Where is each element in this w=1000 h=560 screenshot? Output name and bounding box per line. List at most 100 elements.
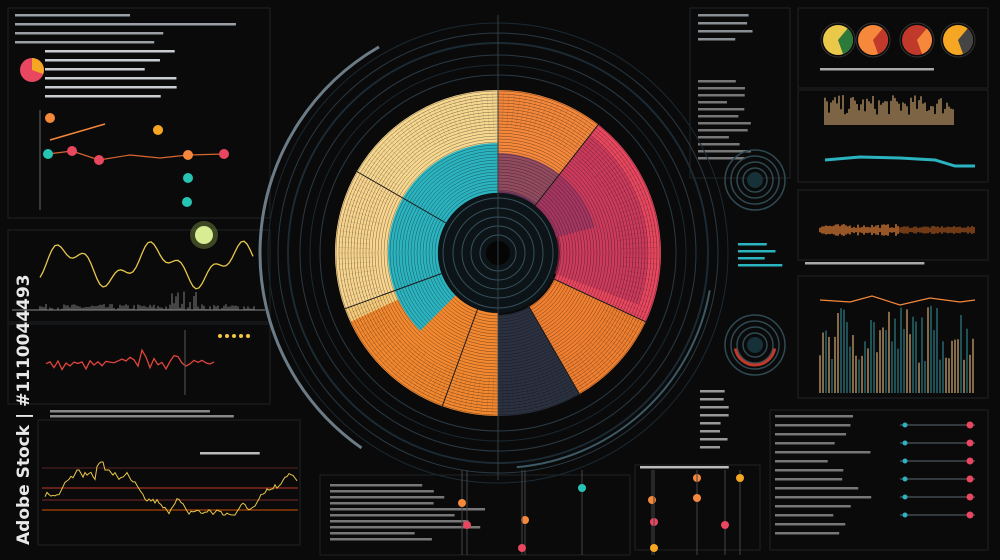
hatch xyxy=(610,293,649,309)
hatch xyxy=(340,224,374,232)
text-line xyxy=(45,95,161,98)
pie-ring xyxy=(855,22,891,58)
text-line xyxy=(775,442,835,445)
text-line xyxy=(775,460,828,463)
gauge-ring xyxy=(724,314,786,376)
dot xyxy=(45,113,55,123)
panel xyxy=(319,474,631,556)
hatch xyxy=(338,241,371,245)
text-line xyxy=(330,532,415,535)
pie-slice xyxy=(958,28,973,55)
dot xyxy=(648,496,656,504)
slider-knob xyxy=(902,494,908,500)
hatch xyxy=(617,235,658,241)
hatch xyxy=(347,197,379,210)
panel xyxy=(797,7,989,89)
dot xyxy=(153,125,163,135)
text-line xyxy=(698,136,729,139)
text-line xyxy=(330,484,423,487)
hatch xyxy=(382,341,407,365)
hatch xyxy=(587,145,618,173)
hatch xyxy=(386,137,411,163)
hatch xyxy=(469,95,478,133)
hatch xyxy=(412,362,431,389)
hatch xyxy=(523,96,532,131)
hatch xyxy=(558,366,574,395)
hatch xyxy=(615,219,655,229)
panel xyxy=(689,7,791,179)
text-line xyxy=(698,22,748,25)
hatch xyxy=(605,177,640,197)
hatch xyxy=(408,359,427,386)
gauge-core xyxy=(747,337,763,353)
wave xyxy=(39,240,254,290)
panel xyxy=(769,409,989,551)
text-line xyxy=(738,250,776,253)
slider-knob xyxy=(902,512,908,518)
hatch xyxy=(618,278,655,287)
text-line xyxy=(15,41,155,44)
hatch xyxy=(623,241,658,245)
hatch xyxy=(464,96,474,135)
hatch xyxy=(549,368,564,400)
hatch xyxy=(502,381,504,413)
hatch xyxy=(432,365,449,400)
hatch xyxy=(617,230,657,237)
text-line xyxy=(820,68,934,71)
hatch xyxy=(511,93,516,126)
led xyxy=(246,334,250,338)
gauge-ring xyxy=(736,326,774,364)
hatch xyxy=(617,192,647,205)
hatch xyxy=(598,163,631,186)
dot xyxy=(67,146,77,156)
divider xyxy=(354,170,447,224)
hatch xyxy=(605,325,631,343)
hatch xyxy=(432,106,449,142)
text-line xyxy=(775,496,872,499)
hatch xyxy=(492,375,495,413)
hatch xyxy=(515,94,521,128)
hatch xyxy=(338,235,370,240)
wheel-segment xyxy=(388,143,498,331)
text-line xyxy=(698,101,727,104)
hatch xyxy=(617,214,654,224)
hatch xyxy=(390,133,417,163)
dot xyxy=(183,173,193,183)
hatch xyxy=(459,376,468,409)
watermark: Adobe Stock | #1110044493 xyxy=(14,274,34,545)
led xyxy=(225,334,229,338)
text-line xyxy=(805,262,925,265)
hatch xyxy=(486,93,490,133)
hatch xyxy=(453,99,463,129)
hatch xyxy=(506,379,510,413)
hatch xyxy=(603,309,640,329)
hatch xyxy=(368,325,398,348)
hatch xyxy=(618,197,649,210)
dot xyxy=(721,521,729,529)
hatch xyxy=(529,378,537,409)
decoration xyxy=(7,7,989,556)
hatch xyxy=(362,167,396,190)
text-line xyxy=(700,414,729,417)
text-line xyxy=(698,87,745,90)
text-line xyxy=(50,410,210,413)
hatch xyxy=(437,365,453,402)
hatch xyxy=(618,273,656,282)
panel xyxy=(7,229,271,323)
hatch xyxy=(561,354,584,389)
text-line xyxy=(45,86,177,89)
hatch xyxy=(342,283,377,292)
dot xyxy=(463,521,471,529)
hatch xyxy=(547,106,564,142)
hatch xyxy=(371,327,403,352)
hatch xyxy=(524,379,532,410)
text-line xyxy=(775,505,851,508)
text-line xyxy=(640,466,729,469)
hatch xyxy=(537,100,548,131)
hatch xyxy=(594,154,625,179)
hatch xyxy=(555,111,574,145)
text-line xyxy=(775,469,844,472)
text-line xyxy=(200,452,260,455)
